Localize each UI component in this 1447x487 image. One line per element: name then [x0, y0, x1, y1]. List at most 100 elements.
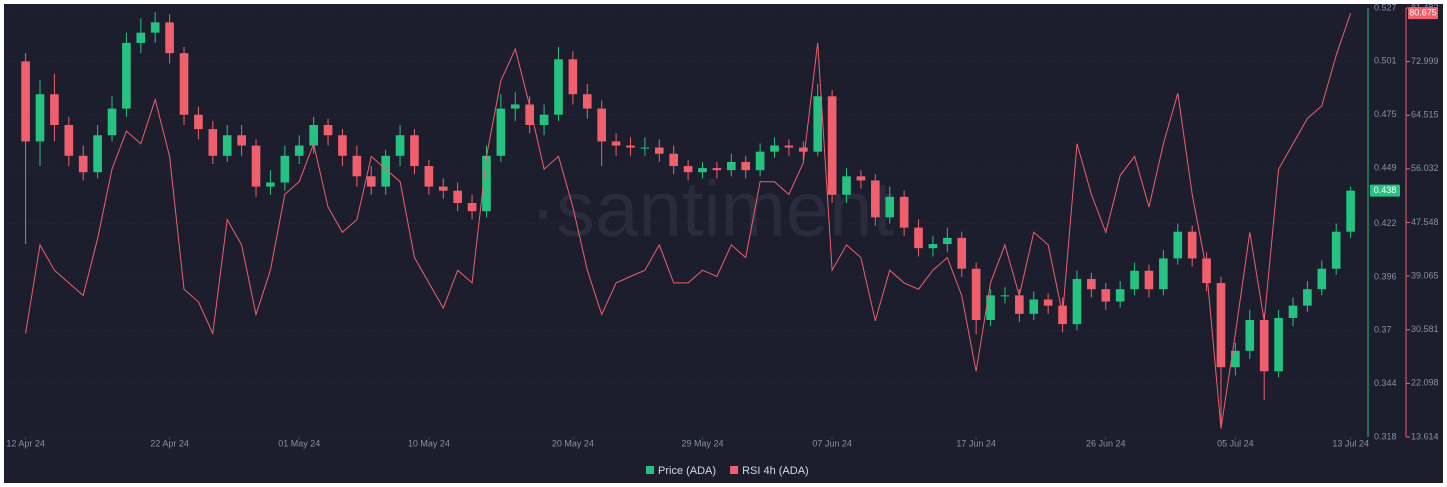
candle-body	[914, 227, 923, 249]
candle-body	[640, 147, 650, 149]
candle-body	[712, 168, 722, 171]
candle-body	[208, 129, 218, 156]
y2-tick-label: 30.581	[1411, 324, 1439, 334]
legend-label: Price (ADA)	[658, 465, 716, 477]
candle-body	[986, 295, 995, 320]
y-tick-label: 0.527	[1374, 2, 1397, 12]
x-tick-label: 29 May 24	[681, 438, 723, 448]
y2-tick-label: 56.032	[1411, 163, 1439, 173]
y-tick-label: 0.318	[1374, 431, 1397, 441]
candle-body	[21, 61, 30, 142]
candle-body	[1000, 295, 1010, 297]
candle-body	[813, 96, 823, 152]
y-tick-label: 0.501	[1374, 56, 1397, 66]
watermark: ·santiment	[530, 165, 894, 253]
y2-tick-label: 72.999	[1411, 56, 1439, 66]
candle-body	[150, 22, 160, 33]
candle-body	[957, 237, 967, 269]
y2-tick-label: 47.548	[1411, 217, 1439, 227]
candle-body	[928, 244, 938, 249]
x-tick-label: 13 Jul 24	[1332, 438, 1369, 448]
candle-body	[827, 96, 837, 195]
x-tick-label: 05 Jul 24	[1217, 438, 1254, 448]
x-tick-label: 22 Apr 24	[150, 438, 189, 448]
candle-body	[237, 135, 246, 146]
candle-body	[885, 196, 895, 218]
candle-body	[280, 155, 290, 183]
candle-body	[251, 145, 261, 187]
candle-body	[798, 147, 808, 152]
candle-body	[165, 22, 174, 54]
legend-swatch	[730, 466, 739, 474]
candle-body	[194, 114, 203, 130]
candle-body	[784, 145, 794, 148]
candle-body	[1015, 295, 1024, 314]
y-tick-label: 0.37	[1374, 325, 1392, 335]
x-tick-label: 20 May 24	[552, 438, 594, 448]
price-last-label: 0.438	[1374, 185, 1397, 195]
candle-body	[107, 108, 117, 136]
candle-body	[1303, 289, 1312, 306]
candle-body	[136, 32, 146, 43]
candle-body	[453, 190, 462, 203]
y-tick-label: 0.449	[1374, 162, 1397, 172]
candle-body	[294, 145, 304, 156]
candle-body	[1173, 231, 1183, 259]
candle-body	[1058, 305, 1067, 325]
candle-body	[899, 196, 909, 228]
candle-body	[35, 94, 45, 142]
candle-body	[539, 114, 549, 125]
candle-body	[323, 125, 333, 136]
candle-body	[496, 108, 506, 156]
rsi-last-label-box	[1408, 7, 1438, 20]
candle-body	[1245, 320, 1255, 351]
candle-body	[726, 161, 736, 171]
candle-body	[856, 176, 866, 181]
candle-body	[1346, 190, 1355, 232]
candle-body	[309, 125, 318, 146]
candle-body	[582, 94, 592, 109]
candle-body	[770, 145, 779, 152]
candle-body	[1331, 231, 1341, 269]
candle-body	[179, 53, 189, 115]
candle-body	[222, 135, 232, 156]
candle-body	[568, 59, 578, 95]
candle-body	[366, 176, 376, 187]
x-tick-label: 10 May 24	[408, 438, 450, 448]
candle-body	[1274, 317, 1283, 372]
candle-body	[755, 151, 765, 171]
candle-body	[1101, 289, 1111, 302]
candle-body	[266, 182, 275, 187]
x-tick-label: 26 Jun 24	[1086, 438, 1126, 448]
candle-body	[1072, 278, 1082, 325]
rsi-line	[25, 12, 1352, 429]
y2-tick-label: 64.515	[1411, 110, 1439, 120]
x-tick-label: 12 Apr 24	[6, 438, 45, 448]
candle-body	[482, 155, 491, 212]
candle-body	[438, 186, 448, 191]
candle-body	[352, 155, 362, 177]
price-last-label-box	[1370, 184, 1400, 197]
candle-body	[1029, 299, 1039, 314]
candle-body	[1159, 258, 1168, 290]
legend-swatch	[646, 466, 654, 474]
candle-body	[424, 166, 434, 187]
candle-body	[1317, 268, 1327, 290]
candle-body	[1216, 283, 1226, 368]
candle-body	[1144, 270, 1154, 290]
candle-body	[669, 153, 679, 167]
candle-body	[1043, 299, 1053, 306]
x-tick-label: 17 Jun 24	[956, 438, 996, 448]
rsi-last-label: 80.675	[1409, 7, 1437, 17]
candle-body	[741, 161, 751, 171]
y2-tick-label: 13.614	[1411, 431, 1439, 441]
candle-body	[395, 135, 405, 156]
candle-body	[1187, 231, 1197, 259]
candle-body	[654, 147, 664, 154]
candle-body	[943, 237, 952, 245]
candle-body	[842, 176, 851, 195]
candle-body	[64, 125, 74, 156]
candle-body	[525, 104, 534, 125]
legend-label: RSI 4h (ADA)	[742, 465, 809, 477]
